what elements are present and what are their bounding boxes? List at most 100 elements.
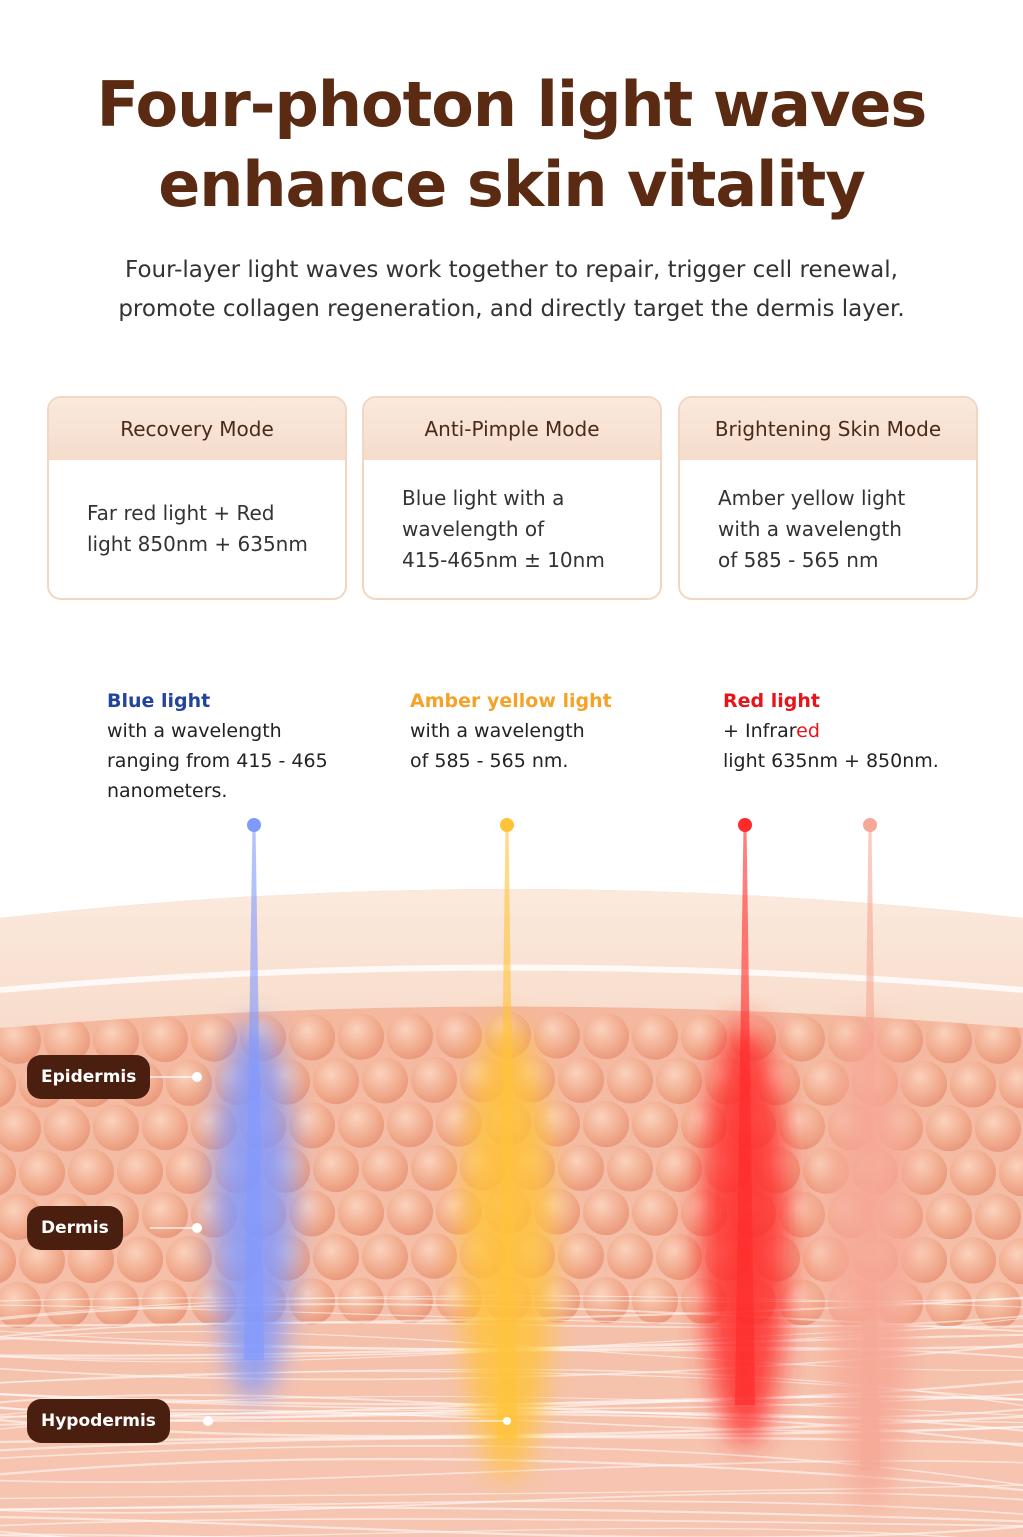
mode-card: Anti-Pimple Mode Blue light with a wavelen…	[362, 396, 662, 600]
light-dot	[738, 818, 752, 832]
light-line: with a wavelength	[107, 720, 282, 742]
cell	[142, 1104, 188, 1151]
cell	[975, 1017, 1021, 1064]
cell	[0, 1239, 16, 1284]
layer-label: Hypodermis	[27, 1399, 170, 1443]
cell	[166, 1235, 212, 1282]
mode-card: Brightening Skin Mode Amber yellow light w…	[678, 396, 978, 600]
cell	[142, 1280, 188, 1327]
cell	[387, 1277, 433, 1324]
cell	[387, 1101, 433, 1148]
cell	[313, 1146, 359, 1193]
cell	[583, 1013, 629, 1060]
cell	[166, 1059, 212, 1106]
subtitle-line: promote collagen regeneration, and direc…	[118, 296, 905, 322]
light-name: Red light	[723, 690, 820, 712]
cell	[166, 1147, 212, 1194]
mode-card: Recovery Mode Far red light + Red light 85…	[47, 396, 347, 600]
light-info: Amber yellow light with a wavelength of …	[410, 686, 612, 776]
fiber	[0, 1533, 245, 1537]
light-line: light 635nm + 850nm.	[723, 750, 939, 772]
cell	[387, 1189, 433, 1236]
light-line: with a wavelength	[410, 720, 585, 742]
cell	[975, 1281, 1021, 1328]
cell	[901, 1236, 947, 1283]
cell	[44, 1105, 90, 1152]
cell	[0, 1151, 16, 1196]
cell	[338, 1189, 384, 1236]
cell	[362, 1057, 408, 1104]
light-info: Red light + Infrared light 635nm + 850nm…	[723, 686, 939, 776]
cell	[313, 1058, 359, 1105]
light-dot	[247, 818, 261, 832]
mode-line: Blue light with a	[402, 485, 565, 510]
cell	[779, 1015, 825, 1062]
cell	[779, 1279, 825, 1326]
light-info: Blue light with a wavelength ranging fro…	[107, 686, 328, 806]
cell	[558, 1232, 604, 1279]
cell	[117, 1236, 163, 1283]
mode-line: of 585 - 565 nm	[718, 547, 879, 572]
cell	[362, 1145, 408, 1192]
cell	[607, 1233, 653, 1280]
cell	[656, 1058, 702, 1105]
light-line: of 585 - 565 nm.	[410, 750, 569, 772]
light-line: + Infrared	[723, 716, 939, 746]
light-line: ranging from 415 - 465	[107, 750, 328, 772]
cell	[632, 1013, 678, 1060]
light-beam-core	[735, 825, 755, 1405]
cell	[558, 1144, 604, 1191]
cell	[44, 1017, 90, 1064]
cell	[93, 1280, 139, 1327]
mode-line: Amber yellow light	[718, 485, 906, 510]
cell	[950, 1149, 996, 1196]
mode-header: Anti-Pimple Mode	[364, 398, 660, 460]
cell	[289, 1102, 335, 1149]
fiber	[0, 1484, 1023, 1500]
cell	[632, 1189, 678, 1236]
light-beam-core	[244, 825, 264, 1360]
cell	[19, 1149, 65, 1196]
layer-dot	[503, 1417, 511, 1425]
infrared-part: + Infrar	[723, 720, 797, 742]
cell	[999, 1238, 1023, 1285]
layer-label: Epidermis	[27, 1055, 151, 1099]
light-name: Blue light	[107, 690, 211, 712]
cell	[191, 1015, 237, 1062]
subtitle-line: Four-layer light waves work together to …	[125, 257, 898, 283]
fiber	[0, 1506, 1023, 1523]
cell	[289, 1190, 335, 1237]
light-beam-core	[860, 825, 880, 1470]
cell	[338, 1277, 384, 1324]
mode-header: Brightening Skin Mode	[680, 398, 976, 460]
cell	[950, 1237, 996, 1284]
mode-body: Amber yellow light with a wavelength of 58…	[680, 460, 976, 598]
light-name: Amber yellow light	[410, 690, 612, 712]
cell	[926, 1193, 972, 1240]
mode-body: Blue light with a wavelength of 415-465nm …	[364, 460, 660, 598]
cell	[926, 1017, 972, 1064]
mode-line: 415-465nm ± 10nm	[402, 547, 605, 572]
cell	[436, 1012, 482, 1059]
mode-line: with a wavelength	[718, 516, 902, 541]
mode-line: light 850nm + 635nm	[87, 532, 308, 556]
cell	[632, 1101, 678, 1148]
cell	[901, 1060, 947, 1107]
cell	[975, 1193, 1021, 1240]
cell	[779, 1103, 825, 1150]
layer-label: Dermis	[27, 1206, 123, 1250]
mode-body: Far red light + Red light 850nm + 635nm	[49, 460, 345, 598]
cell	[0, 1105, 41, 1152]
layer-dot	[192, 1072, 202, 1082]
cell	[779, 1191, 825, 1238]
cell	[607, 1057, 653, 1104]
cell	[534, 1012, 580, 1059]
cell	[142, 1192, 188, 1239]
light-line: nanometers.	[107, 780, 228, 802]
mode-header: Recovery Mode	[49, 398, 345, 460]
cell	[411, 1232, 457, 1279]
cell	[338, 1101, 384, 1148]
cell	[975, 1105, 1021, 1152]
fiber	[0, 1492, 1023, 1514]
